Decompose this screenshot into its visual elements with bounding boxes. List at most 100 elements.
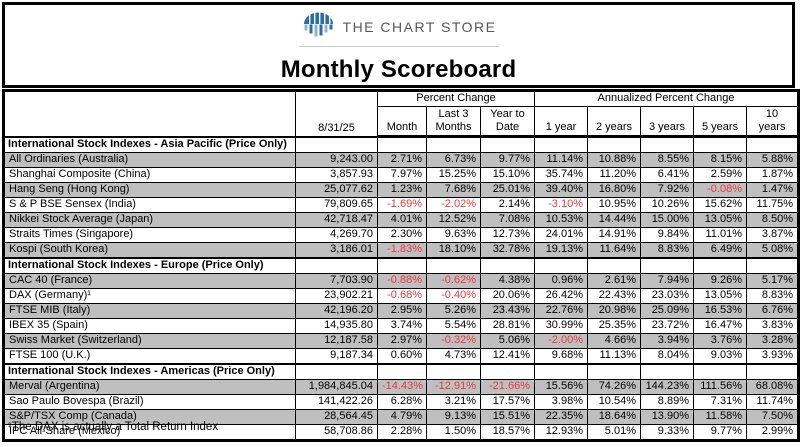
index-row: FTSE MIB (Italy) 42,196.20 2.95% 5.26% 23.43… — [3, 302, 800, 319]
empty-cell — [587, 362, 641, 380]
empty-cell — [480, 256, 535, 274]
percent-value-cell: 18.64% — [587, 408, 641, 425]
percent-value-cell: 13.90% — [640, 408, 694, 425]
percent-value-cell: 0.96% — [534, 272, 588, 289]
index-row: Sao Paulo Bovespa (Brazil) 141,422.26 6.28… — [3, 393, 800, 410]
percent-value-cell: 5.26% — [426, 302, 481, 319]
percent-value-cell: 12.52% — [426, 211, 481, 228]
percent-value-cell: -21.66% — [480, 378, 535, 395]
percent-value-cell: 8.83% — [745, 287, 800, 304]
percent-value-cell: 19.13% — [534, 241, 588, 258]
percent-value-cell: 8.55% — [640, 151, 694, 168]
empty-cell — [640, 362, 694, 380]
section-header-row: International Stock Indexes - Europe (Pr… — [3, 256, 800, 274]
index-level-value: 25,077.62 — [295, 181, 378, 198]
percent-value-cell: 6.49% — [693, 241, 747, 258]
percent-value-cell: 8.15% — [693, 151, 747, 168]
index-label: IPC All-Share (Mexico) — [3, 423, 296, 441]
percent-value-cell: 17.57% — [480, 393, 535, 410]
percent-value-cell: 2.95% — [377, 302, 427, 319]
percent-value-cell: 8.83% — [640, 241, 694, 258]
percent-value-cell: -0.88% — [377, 272, 427, 289]
percent-value-cell: 3.21% — [426, 393, 481, 410]
percent-value-cell: 9.68% — [534, 347, 588, 364]
empty-cell — [295, 362, 378, 380]
index-level-value: 58,708.86 — [295, 423, 378, 441]
column-header: 2 years — [587, 106, 641, 138]
index-label: S&P/TSX Comp (Canada) — [3, 408, 296, 425]
percent-value-cell: 2.14% — [480, 196, 535, 213]
percent-value-cell: 11.64% — [587, 241, 641, 258]
percent-value-cell: 2.59% — [693, 166, 747, 183]
percent-value-cell: 16.47% — [693, 317, 747, 334]
group-header-annualized: Annualized Percent Change — [533, 90, 800, 107]
percent-value-cell: 4.73% — [426, 347, 481, 364]
percent-value-cell: 13.05% — [693, 211, 747, 228]
report-header: THE CHART STORE Monthly Scoreboard — [2, 2, 795, 88]
percent-value-cell: 111.56% — [693, 378, 747, 395]
empty-cell — [377, 362, 427, 380]
percent-value-cell: 5.06% — [480, 332, 535, 349]
empty-cell — [426, 135, 481, 153]
column-header: 5 years — [693, 106, 747, 138]
percent-value-cell: 9.77% — [693, 423, 747, 441]
index-label: FTSE 100 (U.K.) — [3, 347, 296, 364]
empty-cell — [640, 135, 694, 153]
column-header: 1 year — [534, 106, 588, 138]
percent-value-cell: -12.91% — [426, 378, 481, 395]
section-title: International Stock Indexes - Asia Pacif… — [3, 135, 296, 153]
logo-divider — [298, 46, 499, 47]
index-row: Merval (Argentina) 1,984,845.04 -14.43% -12… — [3, 378, 800, 395]
percent-value-cell: 74.26% — [587, 378, 641, 395]
index-row: Hang Seng (Hong Kong) 25,077.62 1.23% 7.68%… — [3, 181, 800, 198]
percent-value-cell: 4.01% — [377, 211, 427, 228]
percent-value-cell: 3.93% — [745, 347, 800, 364]
column-header: Year to Date — [480, 106, 535, 138]
percent-value-cell: 11.74% — [745, 393, 800, 410]
empty-cell — [426, 362, 481, 380]
percent-value-cell: 2.61% — [587, 272, 641, 289]
index-level-value: 28,564.45 — [295, 408, 378, 425]
percent-value-cell: 4.79% — [377, 408, 427, 425]
page-title: Monthly Scoreboard — [280, 56, 517, 83]
percent-value-cell: 12.93% — [534, 423, 588, 441]
percent-value-cell: 15.00% — [640, 211, 694, 228]
percent-value-cell: 1.23% — [377, 181, 427, 198]
percent-value-cell: 10.54% — [587, 393, 641, 410]
index-label: CAC 40 (France) — [3, 272, 296, 289]
percent-value-cell: 24.01% — [534, 226, 588, 243]
percent-value-cell: 7.31% — [693, 393, 747, 410]
percent-value-cell: 6.41% — [640, 166, 694, 183]
percent-value-cell: 30.99% — [534, 317, 588, 334]
percent-value-cell: 14.91% — [587, 226, 641, 243]
percent-value-cell: 16.80% — [587, 181, 641, 198]
index-row: IPC All-Share (Mexico) 58,708.86 2.28% 1.50… — [3, 423, 800, 441]
percent-value-cell: 11.14% — [534, 151, 588, 168]
percent-value-cell: 15.10% — [480, 166, 535, 183]
percent-value-cell: 11.13% — [587, 347, 641, 364]
percent-value-cell: 23.03% — [640, 287, 694, 304]
percent-value-cell: 7.92% — [640, 181, 694, 198]
index-level-value: 23,902.21 — [295, 287, 378, 304]
percent-value-cell: 3.98% — [534, 393, 588, 410]
percent-value-cell: 7.08% — [480, 211, 535, 228]
percent-value-cell: 22.76% — [534, 302, 588, 319]
index-row: Kospi (South Korea) 3,186.01 -1.83% 18.10% 3… — [3, 241, 800, 258]
percent-value-cell: 7.68% — [426, 181, 481, 198]
percent-value-cell: 8.50% — [745, 211, 800, 228]
empty-cell — [693, 256, 747, 274]
empty-cell — [295, 256, 378, 274]
index-row: S & P BSE Sensex (India) 79,809.65 -1.69% -… — [3, 196, 800, 213]
index-label: FTSE MIB (Italy) — [3, 302, 296, 319]
index-level-value: 42,196.20 — [295, 302, 378, 319]
scoreboard-table-wrap: 8/31/25 Percent Change Annualized Percen… — [2, 89, 800, 442]
percent-value-cell: 3.83% — [745, 317, 800, 334]
percent-value-cell: 15.51% — [480, 408, 535, 425]
percent-value-cell: 9.84% — [640, 226, 694, 243]
percent-value-cell: 6.28% — [377, 393, 427, 410]
empty-cell — [693, 135, 747, 153]
percent-value-cell: 3.28% — [745, 332, 800, 349]
percent-value-cell: 10.95% — [587, 196, 641, 213]
percent-value-cell: 15.56% — [534, 378, 588, 395]
